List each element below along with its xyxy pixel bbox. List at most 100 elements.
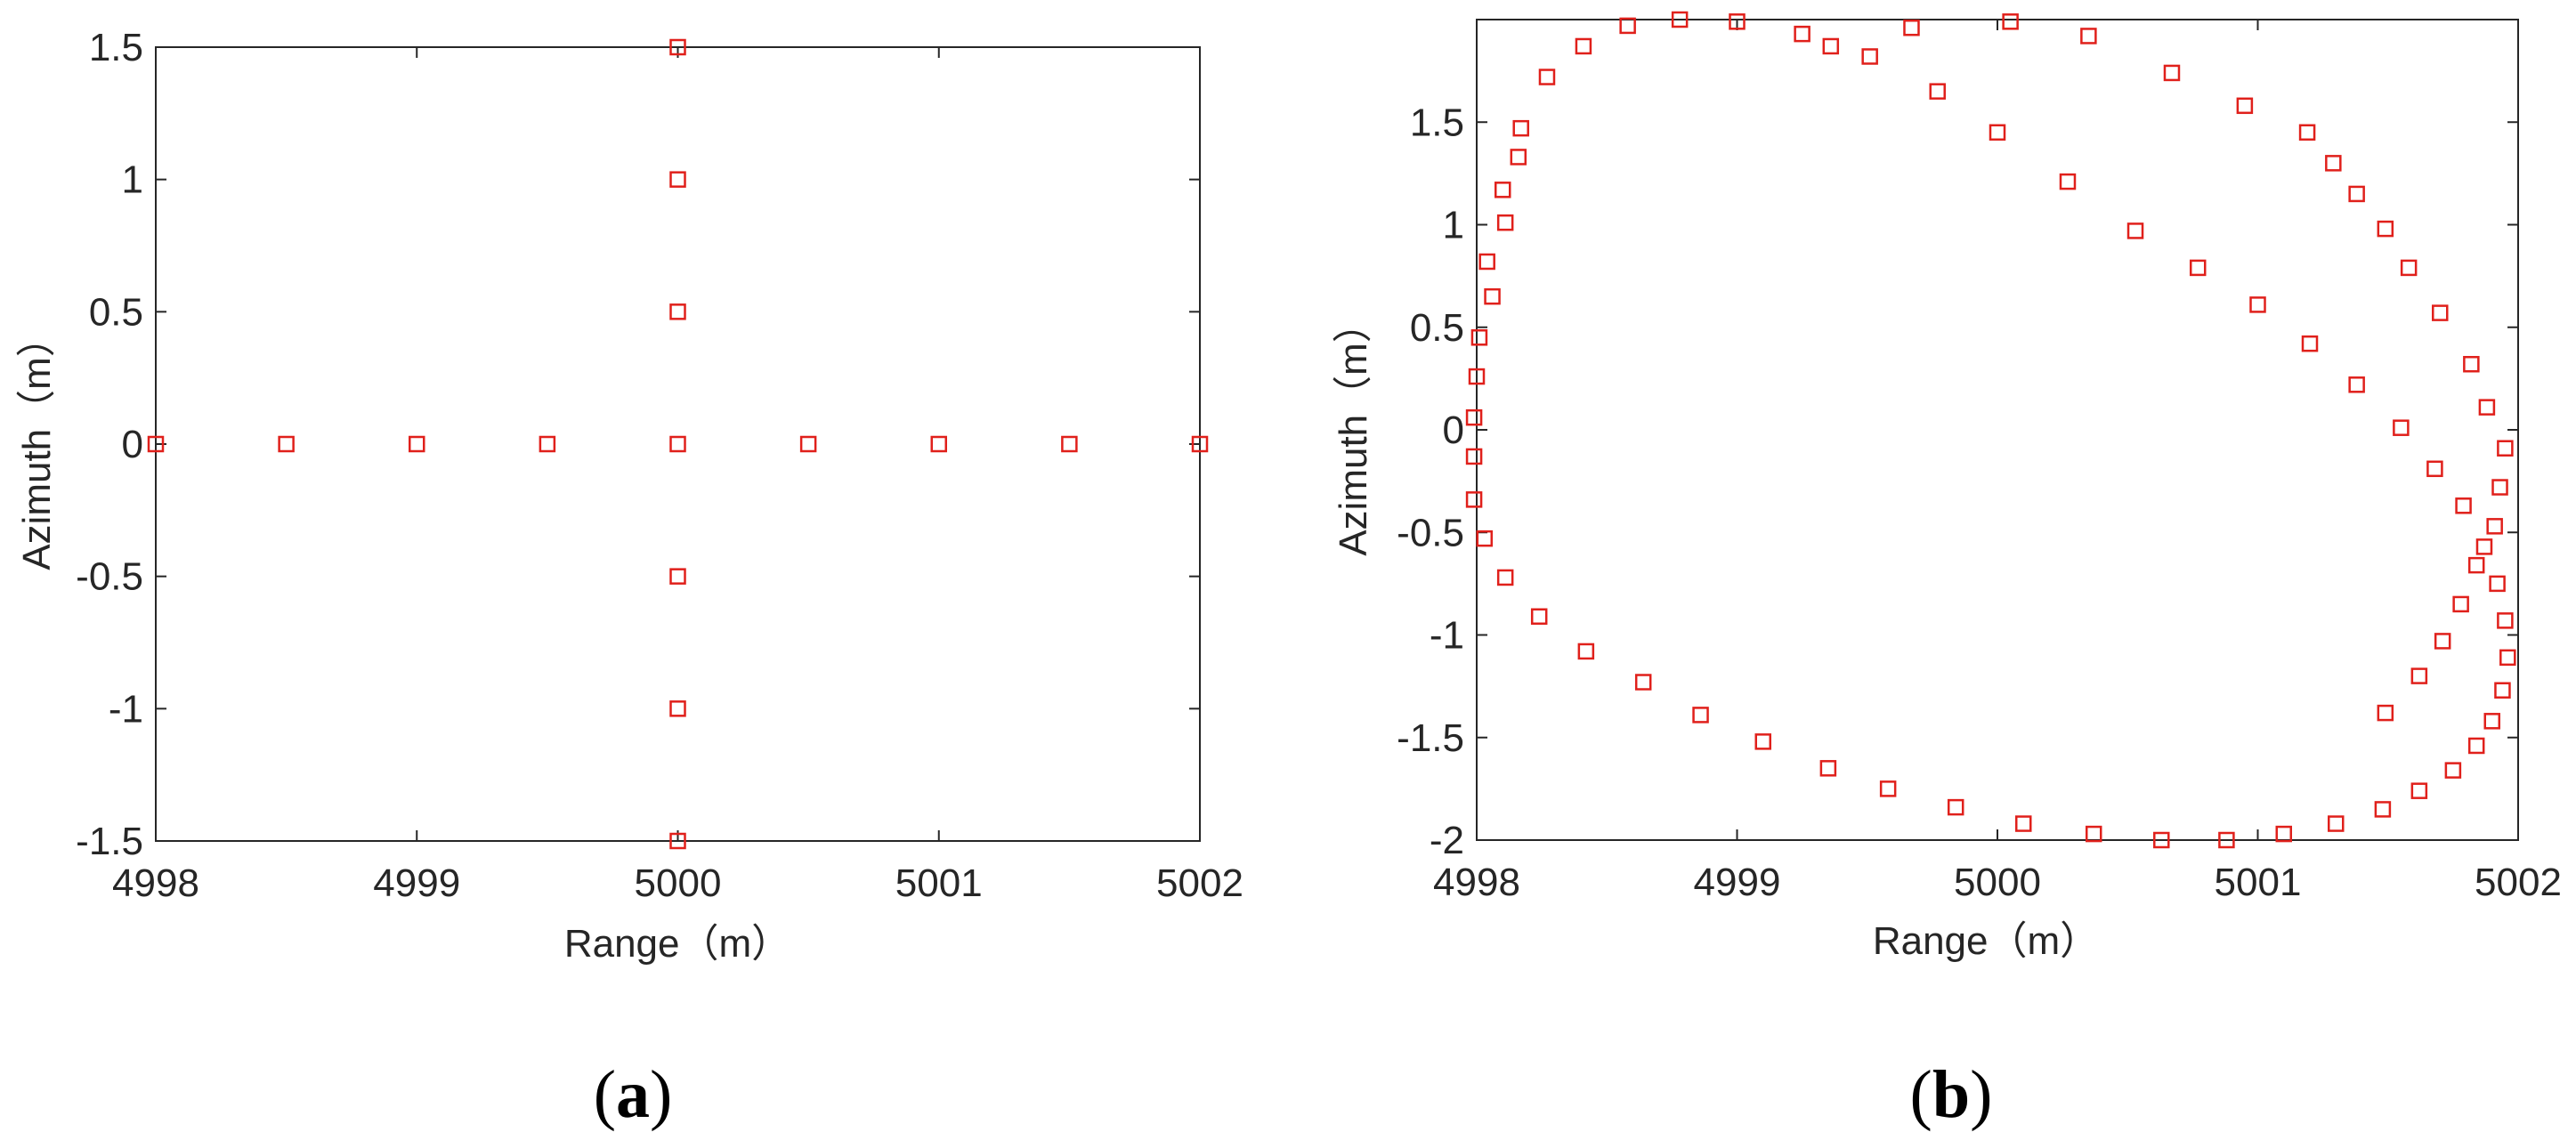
data-point-marker bbox=[1465, 448, 1483, 465]
data-point-marker bbox=[2059, 173, 2077, 190]
x-tick-label: 5001 bbox=[2215, 861, 2302, 904]
data-point-marker bbox=[1929, 83, 1946, 100]
tick-marks-b bbox=[1476, 20, 2519, 841]
data-point-marker bbox=[2478, 399, 2496, 416]
data-point-marker bbox=[2400, 259, 2418, 277]
y-tick-label: -2 bbox=[1430, 819, 1464, 862]
data-point-marker bbox=[1947, 798, 1964, 816]
data-point-marker bbox=[1530, 608, 1548, 626]
data-point-marker bbox=[147, 435, 165, 453]
data-point-marker bbox=[2348, 376, 2365, 393]
data-point-marker bbox=[2015, 815, 2032, 832]
data-point-marker bbox=[2494, 682, 2511, 699]
data-point-marker bbox=[2467, 737, 2485, 755]
x-tick-label: 4998 bbox=[1433, 861, 1520, 904]
data-point-marker bbox=[2486, 518, 2503, 535]
data-point-marker bbox=[2080, 28, 2097, 44]
data-point-marker bbox=[1575, 37, 1592, 55]
data-point-marker bbox=[2126, 222, 2144, 239]
x-tick-label: 5000 bbox=[635, 861, 722, 905]
data-point-marker bbox=[2410, 667, 2428, 684]
data-point-marker bbox=[2444, 762, 2462, 779]
data-point-marker bbox=[1822, 37, 1840, 55]
y-tick-label: -1 bbox=[109, 687, 143, 731]
y-tick-label: 1 bbox=[1443, 204, 1464, 247]
panel-paren-open-b: ( bbox=[1910, 1057, 1932, 1132]
x-axis-label-b: Range（m） bbox=[1873, 919, 2099, 963]
data-point-marker bbox=[2218, 831, 2235, 849]
panel-paren-close-b: ) bbox=[1970, 1057, 1992, 1132]
x-tick-label: 5000 bbox=[1954, 861, 2041, 904]
x-tick-label: 5001 bbox=[895, 861, 983, 905]
data-point-marker bbox=[1538, 69, 1556, 85]
data-point-marker bbox=[2455, 497, 2472, 514]
x-tick-label: 4999 bbox=[373, 861, 460, 905]
data-markers-a bbox=[147, 38, 1209, 850]
y-tick-label: 0.5 bbox=[1410, 306, 1464, 350]
plot-area-a bbox=[155, 46, 1201, 842]
data-point-marker bbox=[1468, 368, 1486, 385]
data-markers-b bbox=[1465, 11, 2516, 849]
panel-paren-open-a: ( bbox=[594, 1057, 616, 1132]
y-tick-label: -0.5 bbox=[76, 555, 143, 599]
data-point-marker bbox=[2393, 419, 2410, 436]
x-tick-label: 4999 bbox=[1694, 861, 1781, 904]
data-point-marker bbox=[2432, 304, 2449, 321]
panel-label-b: (b) bbox=[1910, 1057, 1993, 1132]
plot-area-b bbox=[1476, 19, 2519, 841]
data-point-marker bbox=[799, 435, 817, 453]
y-tick-label: 0 bbox=[122, 423, 143, 466]
data-point-marker bbox=[1692, 707, 1709, 724]
data-point-marker bbox=[1484, 287, 1501, 305]
data-point-marker bbox=[1476, 530, 1494, 547]
data-point-marker bbox=[2002, 13, 2019, 30]
data-point-marker bbox=[2497, 440, 2514, 457]
y-tick-label: -1 bbox=[1430, 614, 1464, 658]
data-point-marker bbox=[2499, 649, 2516, 667]
data-point-marker bbox=[2497, 612, 2514, 629]
data-point-marker bbox=[1879, 780, 1897, 797]
scatter-plot-b: 4998 4999 5000 5001 5002 -2 -1.5 -1 -0.5 0 0.5 1 1.5… bbox=[1332, 11, 2562, 1132]
data-point-marker bbox=[1794, 25, 1810, 43]
data-point-marker bbox=[2236, 97, 2254, 115]
data-point-marker bbox=[2467, 556, 2485, 574]
y-tick-label: 1 bbox=[122, 158, 143, 202]
data-point-marker bbox=[1496, 569, 1514, 586]
data-point-marker bbox=[2410, 782, 2428, 799]
y-tick-label: -1.5 bbox=[1397, 716, 1464, 760]
data-point-marker bbox=[1495, 182, 1511, 198]
data-point-marker bbox=[2249, 296, 2266, 313]
data-point-marker bbox=[2491, 479, 2508, 496]
data-point-marker bbox=[1465, 408, 1483, 426]
data-point-marker bbox=[1729, 13, 1746, 30]
panel-paren-close-a: ) bbox=[650, 1057, 672, 1132]
data-point-marker bbox=[1470, 329, 1488, 346]
data-point-marker bbox=[669, 38, 686, 56]
data-point-marker bbox=[1191, 435, 1209, 453]
y-tick-label: 0 bbox=[1443, 408, 1464, 452]
data-point-marker bbox=[2298, 124, 2316, 141]
data-point-marker bbox=[1577, 643, 1595, 660]
data-point-marker bbox=[1465, 491, 1483, 508]
data-point-marker bbox=[1671, 11, 1689, 28]
data-point-marker bbox=[930, 435, 947, 453]
data-point-marker bbox=[669, 568, 686, 585]
x-axis-label-a: Range（m） bbox=[564, 922, 790, 966]
data-point-marker bbox=[1512, 119, 1529, 137]
data-point-marker bbox=[669, 171, 686, 188]
panel-label-a: (a) bbox=[594, 1057, 673, 1132]
data-point-marker bbox=[669, 832, 686, 850]
data-point-marker bbox=[1634, 674, 1652, 691]
data-point-marker bbox=[2483, 713, 2500, 730]
data-point-marker bbox=[2489, 575, 2506, 593]
x-tick-label: 5002 bbox=[2475, 861, 2562, 904]
y-tick-label: -1.5 bbox=[76, 820, 143, 863]
data-point-marker bbox=[1903, 19, 1920, 36]
y-tick-label: 0.5 bbox=[89, 290, 143, 334]
data-point-marker bbox=[2348, 185, 2365, 203]
data-point-marker bbox=[669, 435, 686, 453]
data-point-marker bbox=[1819, 760, 1837, 777]
data-point-marker bbox=[1989, 124, 2006, 141]
data-point-marker bbox=[2301, 335, 2319, 352]
data-point-marker bbox=[2377, 704, 2394, 722]
